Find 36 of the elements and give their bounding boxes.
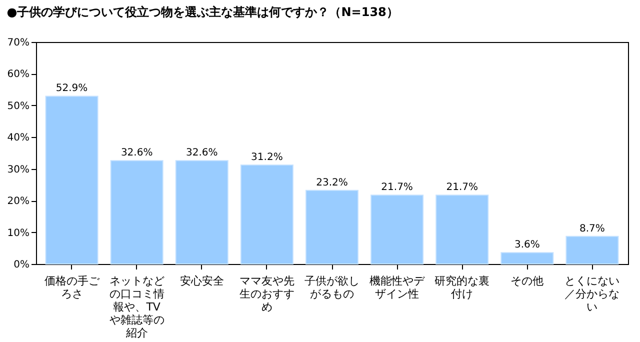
x-tick-label: ママ友や先生のおすすめ bbox=[239, 274, 294, 314]
bar bbox=[500, 252, 554, 264]
data-label: 23.2% bbox=[316, 177, 348, 188]
bar bbox=[240, 164, 294, 264]
bar bbox=[110, 160, 164, 264]
data-label: 21.7% bbox=[446, 182, 478, 194]
data-label: 32.6% bbox=[120, 148, 153, 159]
x-tick-label: 機能性やデザイン性 bbox=[370, 274, 426, 300]
chart-title: ●子供の学びについて役立つ物を選ぶ主な基準は何ですか？（N=138） bbox=[6, 5, 398, 19]
data-label: 8.7% bbox=[580, 223, 605, 234]
bar bbox=[436, 194, 489, 264]
x-tick-label: その他 bbox=[510, 274, 544, 288]
y-tick-label: 30% bbox=[7, 164, 30, 176]
x-tick-label: 子供が欲しがるもの bbox=[304, 274, 360, 300]
data-label: 32.6% bbox=[186, 148, 218, 159]
bar bbox=[175, 160, 228, 264]
y-tick-label: 60% bbox=[7, 69, 30, 80]
y-tick-label: 50% bbox=[7, 100, 30, 112]
data-label: 21.7% bbox=[381, 182, 413, 194]
data-label: 52.9% bbox=[56, 83, 88, 94]
bar bbox=[566, 236, 619, 264]
y-tick-label: 20% bbox=[7, 196, 30, 208]
x-tick-label: とくにない／分からない bbox=[564, 274, 620, 314]
y-tick-label: 70% bbox=[7, 38, 30, 48]
y-tick-label: 10% bbox=[7, 228, 30, 239]
bar bbox=[370, 194, 424, 264]
bar bbox=[45, 96, 98, 264]
x-tick-label: 研究的な裏付け bbox=[434, 274, 490, 300]
x-tick-label: ネットなどの口コミ情報や、TVや雑誌等の紹介 bbox=[109, 274, 164, 340]
x-tick-label: 安心安全 bbox=[180, 274, 224, 288]
x-tick-label: 価格の手ごろさ bbox=[44, 274, 100, 300]
bar bbox=[305, 190, 359, 264]
y-tick-label: 40% bbox=[7, 132, 30, 144]
data-label: 31.2% bbox=[251, 152, 283, 164]
y-tick-label: 0% bbox=[14, 260, 30, 270]
data-label: 3.6% bbox=[514, 240, 540, 251]
